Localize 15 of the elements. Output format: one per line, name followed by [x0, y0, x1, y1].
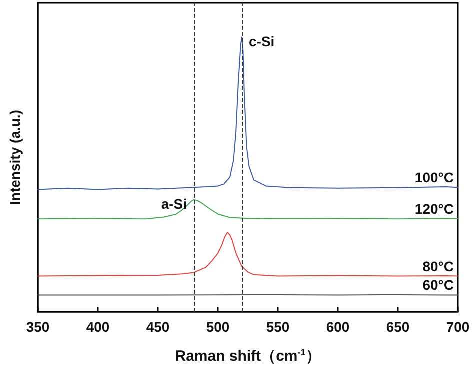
annotation: c-Si	[249, 33, 275, 50]
x-tick-label: 350	[26, 319, 50, 335]
x-tick-label: 550	[266, 319, 290, 335]
x-tick-label: 450	[146, 319, 170, 335]
y-axis-title: Intensity (a.u.)	[7, 110, 23, 205]
x-tick-label: 650	[386, 319, 410, 335]
x-tick-label: 600	[326, 319, 350, 335]
annotation: a-Si	[161, 196, 187, 212]
series-label: 100°C	[414, 170, 454, 186]
series-label: 80°C	[422, 258, 454, 274]
series-label: 120°C	[414, 200, 454, 217]
x-tick-label: 400	[86, 319, 110, 335]
x-tick-label: 700	[446, 319, 470, 335]
series-label: 60°C	[422, 277, 454, 294]
x-tick-label: 500	[206, 319, 230, 335]
